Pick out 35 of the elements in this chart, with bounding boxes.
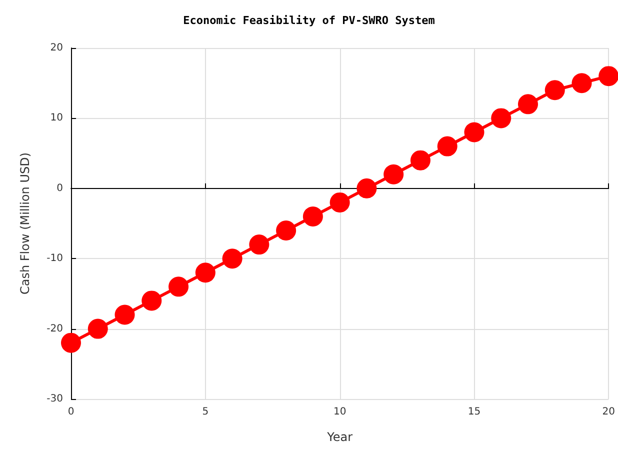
point	[544, 80, 565, 100]
point	[491, 108, 512, 128]
point	[384, 164, 404, 184]
point	[222, 248, 242, 269]
point	[437, 136, 458, 156]
point	[356, 178, 377, 198]
point	[168, 276, 189, 297]
point	[142, 290, 162, 311]
x-tick-label: 5	[202, 406, 209, 418]
y-tick-label: 10	[50, 112, 63, 124]
x-tick-label: 10	[333, 406, 346, 418]
point	[518, 94, 538, 114]
x-tick-label: 0	[68, 406, 74, 418]
y-tick-label: -30	[46, 394, 63, 404]
y-tick-label: -20	[46, 323, 63, 334]
point	[276, 220, 296, 241]
x-axis-title: Year	[326, 430, 353, 444]
y-tick-label: -10	[46, 253, 63, 264]
point	[410, 150, 430, 170]
y-tick-label: 0	[56, 182, 63, 194]
x-tick-label: 15	[468, 406, 481, 418]
point	[61, 332, 81, 353]
point	[572, 73, 592, 94]
point	[249, 234, 270, 255]
point	[598, 66, 618, 86]
point	[302, 206, 323, 226]
point	[330, 192, 350, 212]
point	[195, 262, 216, 283]
point	[88, 318, 108, 339]
y-axis-title: Cash Flow (Million USD)	[18, 152, 32, 295]
x-tick-label: 20	[602, 406, 616, 418]
point	[114, 304, 135, 325]
y-tick-label: 20	[50, 42, 63, 54]
point	[464, 122, 484, 142]
chart-title: Economic Feasibility of PV-SWRO System	[183, 14, 436, 27]
